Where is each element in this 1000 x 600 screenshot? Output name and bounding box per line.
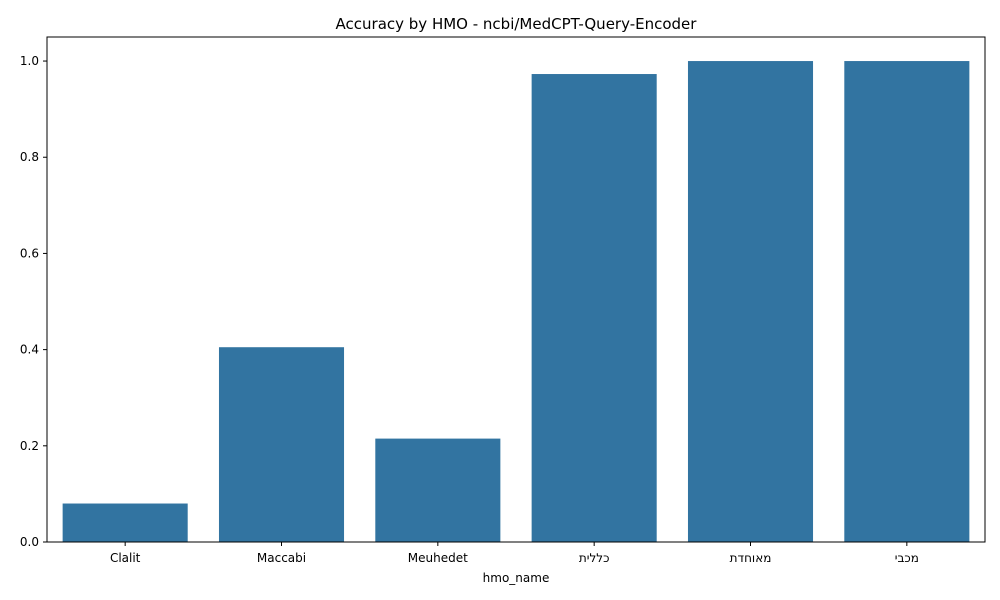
bar-5	[844, 61, 970, 543]
x-axis-label: hmo_name	[483, 571, 550, 585]
x-tick-label-2: Meuhedet	[408, 551, 468, 565]
x-tick-label-5: מכבי	[895, 551, 919, 565]
y-axis: 0.0 0.2 0.4 0.6 0.8 1.0	[20, 54, 47, 549]
y-tick-label-5: 1.0	[20, 54, 39, 68]
y-tick-label-1: 0.2	[20, 439, 39, 453]
x-tick-label-1: Maccabi	[257, 551, 306, 565]
y-tick-label-4: 0.8	[20, 150, 39, 164]
x-tick-label-4: מאוחדת	[730, 551, 772, 565]
y-tick-label-0: 0.0	[20, 535, 39, 549]
chart-title: Accuracy by HMO - ncbi/MedCPT-Query-Enco…	[336, 15, 698, 33]
x-tick-label-0: Clalit	[110, 551, 141, 565]
x-axis: Clalit Maccabi Meuhedet כללית מאוחדת מכבי	[110, 542, 919, 565]
bar-1	[218, 347, 345, 542]
bar-2	[375, 438, 501, 542]
bar-0	[62, 503, 188, 542]
x-tick-label-3: כללית	[579, 551, 610, 565]
y-tick-label-3: 0.6	[20, 246, 39, 260]
y-tick-label-2: 0.4	[20, 343, 39, 357]
bars-group	[62, 61, 970, 543]
plot-frame	[46, 36, 986, 543]
bar-4	[687, 61, 814, 543]
bar-3	[531, 74, 657, 542]
